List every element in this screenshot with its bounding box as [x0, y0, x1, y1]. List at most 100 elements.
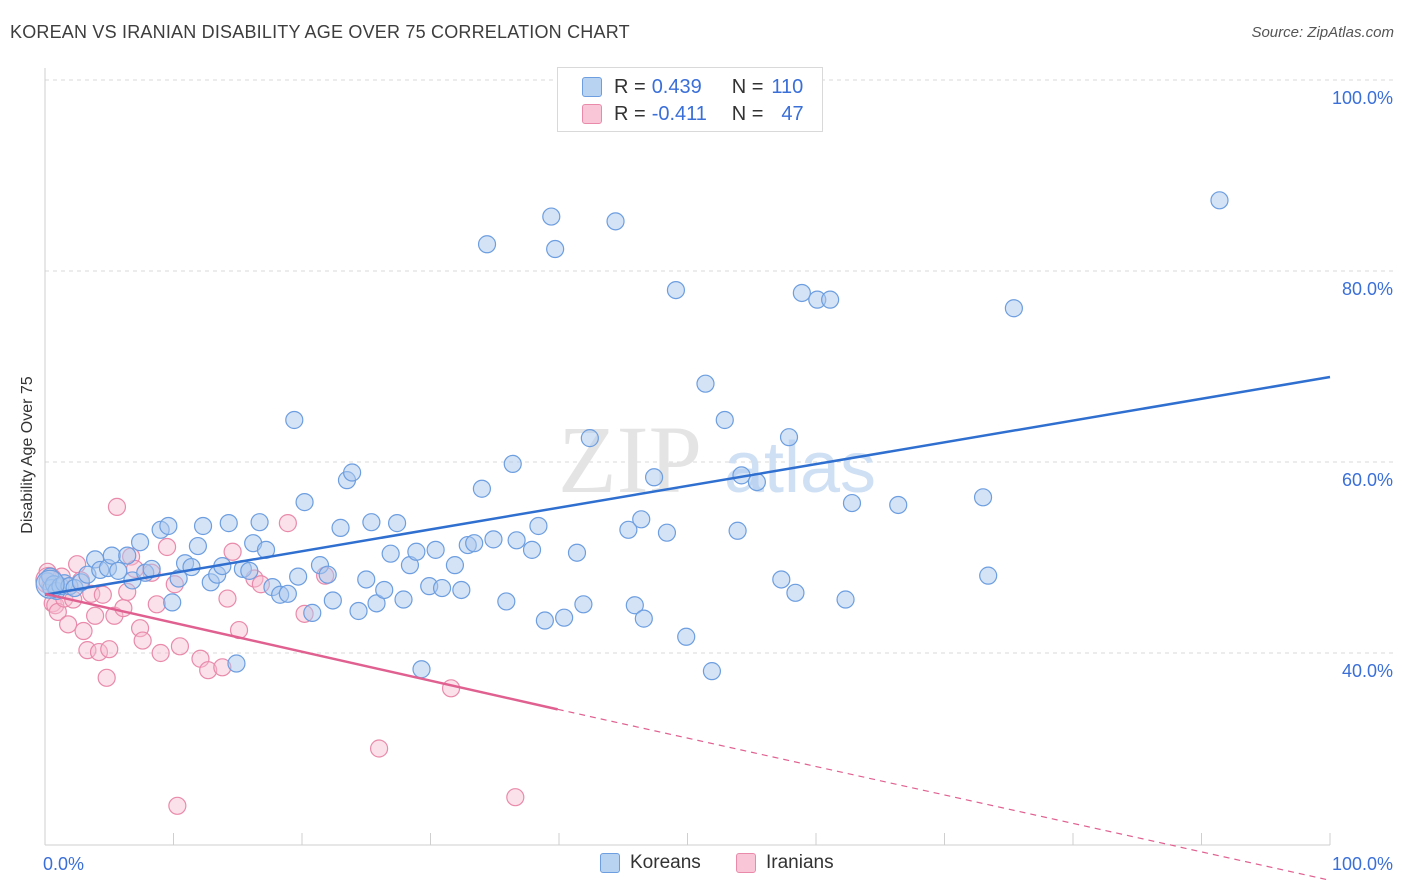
- korean-n-label: N =: [731, 75, 764, 98]
- korean-point: [606, 212, 625, 231]
- iranian-point: [86, 606, 105, 625]
- korean-point: [295, 493, 314, 512]
- y-tick-label-80: 80.0%: [1342, 279, 1393, 299]
- bottom-korean-label: Koreans: [630, 852, 701, 873]
- iranian-point: [78, 641, 97, 660]
- korean-point: [193, 516, 213, 536]
- tick-labels: 40.0% 60.0% 80.0% 100.0% 0.0% 100.0%: [43, 88, 1393, 874]
- iranian-trend-line: [44, 592, 558, 711]
- iranian-point: [59, 615, 78, 634]
- korean-point: [412, 660, 431, 679]
- iranian-point: [107, 497, 127, 516]
- korean-point: [426, 540, 445, 559]
- iranian-point: [133, 631, 152, 650]
- iranian-point: [93, 585, 112, 604]
- korean-point: [118, 546, 137, 565]
- korean-point: [381, 544, 400, 563]
- bottom-legend-iranian: Iranians: [736, 852, 834, 874]
- iranian-point: [100, 640, 119, 659]
- bottom-legend-korean: Koreans: [600, 852, 701, 874]
- korean-point: [889, 495, 908, 515]
- iranian-point: [278, 514, 297, 533]
- korean-point: [507, 531, 526, 550]
- iranian-point: [74, 621, 93, 641]
- korean-point: [357, 570, 376, 589]
- korean-point: [109, 561, 128, 580]
- korean-point: [130, 533, 150, 552]
- iranian-point: [170, 637, 190, 656]
- korean-point: [696, 374, 715, 393]
- korean-point: [580, 429, 599, 448]
- korean-point: [842, 493, 862, 513]
- korean-point: [303, 603, 322, 622]
- korean-point: [375, 580, 394, 600]
- source-label: Source: ZipAtlas.com: [1251, 24, 1394, 41]
- korean-point: [657, 523, 677, 542]
- korean-point: [728, 521, 747, 540]
- iranian-r-label: R =: [614, 102, 646, 125]
- korean-point: [567, 543, 587, 562]
- legend-row-iranian: R = -0.411 N = 47: [582, 102, 804, 126]
- korean-point: [625, 596, 644, 615]
- axes: [44, 68, 1331, 846]
- korean-point: [331, 518, 350, 537]
- korean-point: [574, 595, 593, 614]
- korean-point: [555, 608, 574, 627]
- korean-point: [387, 514, 407, 533]
- iranian-point: [168, 796, 187, 815]
- korean-point: [367, 594, 386, 613]
- iranian-point: [218, 589, 237, 608]
- korean-point: [362, 513, 381, 532]
- korean-point: [465, 534, 484, 553]
- korean-point: [159, 516, 178, 536]
- bottom-iranian-swatch: [736, 853, 756, 873]
- korean-point: [349, 601, 368, 621]
- iranian-point: [89, 642, 109, 662]
- y-tick-label-100: 100.0%: [1332, 88, 1393, 108]
- korean-point: [227, 654, 246, 673]
- korean-point: [278, 584, 297, 603]
- korean-n-value: 110: [771, 75, 804, 98]
- korean-point: [182, 557, 201, 577]
- korean-point: [644, 468, 664, 487]
- iranian-point: [157, 537, 177, 557]
- korean-r-value: 0.439: [651, 75, 702, 98]
- korean-point: [779, 428, 799, 447]
- korean-point: [35, 569, 65, 599]
- korean-point: [772, 570, 791, 589]
- korean-trend-line: [44, 375, 1331, 596]
- korean-point: [1210, 191, 1229, 210]
- korean-swatch: [582, 77, 602, 97]
- iranian-points: [35, 497, 525, 815]
- korean-point: [542, 207, 561, 226]
- korean-point: [497, 592, 516, 611]
- correlation-legend: R = 0.439 N = 110 R = -0.411 N = 47: [557, 67, 823, 132]
- y-tick-label-40: 40.0%: [1342, 661, 1393, 681]
- iranian-point: [199, 661, 218, 680]
- y-axis-label: Disability Age Over 75: [19, 376, 36, 534]
- korean-point: [452, 580, 471, 600]
- korean-point: [792, 283, 811, 303]
- korean-r-label: R =: [614, 75, 646, 98]
- korean-point: [979, 566, 998, 585]
- korean-point: [836, 590, 855, 609]
- iranian-n-label: N =: [731, 102, 764, 125]
- korean-point: [472, 479, 491, 498]
- trend-lines: [44, 375, 1331, 881]
- iranian-point: [151, 643, 170, 663]
- korean-point: [102, 546, 121, 565]
- bottom-korean-swatch: [600, 853, 620, 873]
- korean-point: [445, 556, 465, 575]
- korean-point: [250, 513, 269, 532]
- korean-point: [522, 540, 542, 559]
- korean-point: [634, 609, 653, 628]
- korean-point: [432, 578, 452, 598]
- korean-point: [702, 662, 722, 681]
- korean-point: [677, 627, 696, 646]
- iranian-swatch: [582, 104, 602, 124]
- korean-point: [240, 561, 259, 580]
- iranian-point: [223, 542, 242, 561]
- x-tick-label-min: 0.0%: [43, 854, 84, 874]
- korean-point: [323, 591, 342, 610]
- korean-point: [821, 290, 840, 309]
